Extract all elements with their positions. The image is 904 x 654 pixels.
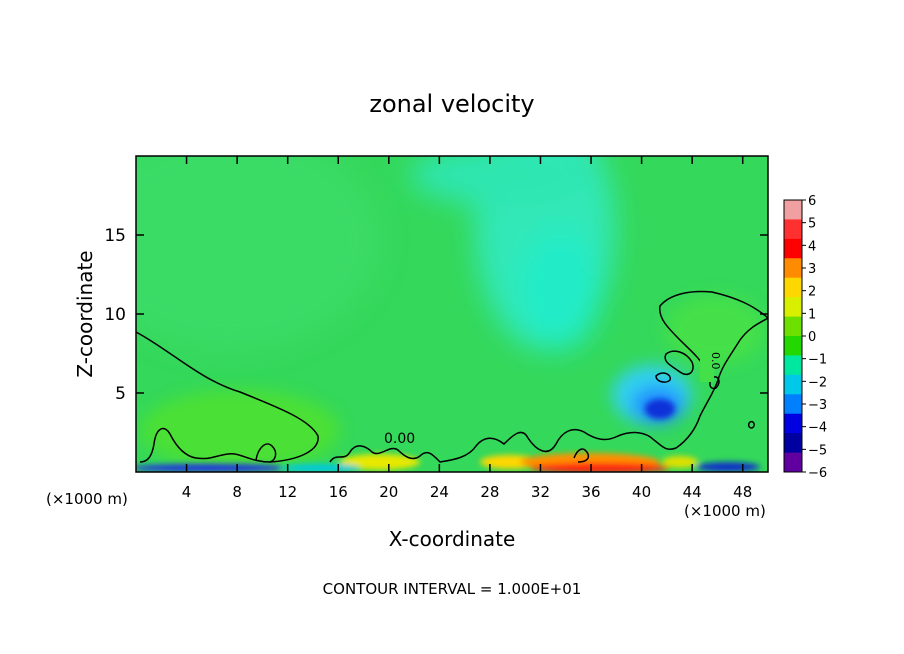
colorbar-label: 3	[808, 262, 816, 277]
colorbar: 6 5 4 3 2 1 0 −1 −2 −3 −4 −5 −6	[783, 194, 827, 481]
colorbar-label: 4	[808, 239, 816, 254]
field-surface-blue-right	[696, 462, 760, 472]
field-surface-blue-left	[136, 464, 290, 472]
colorbar-swatch	[784, 355, 802, 376]
field-surface-left-yellow	[340, 454, 420, 470]
field-surface-mid-yellow	[480, 455, 540, 469]
x-tick-label: 40	[632, 483, 651, 501]
x-axis-ticks: 4 8 12 16 20 24 28 32 36 40 44 48	[182, 156, 752, 501]
field-upper-mid	[410, 156, 590, 205]
x-tick-label: 48	[733, 483, 752, 501]
colorbar-label: 0	[808, 330, 816, 345]
colorbar-swatch	[784, 238, 802, 259]
x-tick-label: 24	[430, 483, 449, 501]
colorbar-swatch	[784, 413, 802, 434]
colorbar-swatch	[784, 219, 802, 240]
field-surface-yellow-right	[662, 456, 698, 468]
colorbar-swatch	[784, 374, 802, 395]
field-negative-core	[520, 230, 600, 350]
contour-label-bg	[382, 430, 424, 446]
colorbar-label: 5	[808, 217, 816, 232]
contour-lines	[136, 290, 768, 463]
colorbar-swatch	[784, 258, 802, 279]
contour-small-loop-3	[709, 376, 720, 390]
y-axis-ticks: 5 10 15	[104, 226, 768, 404]
colorbar-swatch	[784, 277, 802, 298]
contour-surface-bump-2	[573, 448, 590, 463]
heatmap-field	[136, 156, 768, 472]
field-surface-cyan-mid	[280, 464, 360, 472]
field-right-lobe	[665, 295, 765, 365]
colorbar-label: 2	[808, 285, 816, 300]
x-tick-label: 12	[278, 483, 297, 501]
contour-interval-footer: CONTOUR INTERVAL = 1.000E+01	[323, 580, 582, 598]
colorbar-swatch	[784, 297, 802, 318]
x-axis-label: X-coordinate	[389, 527, 516, 551]
field-upper-left	[136, 156, 380, 350]
x-unit-left: (×1000 m)	[46, 490, 128, 508]
contour-label-group: 0.00 0.0	[382, 352, 722, 447]
contour-label-zero: 0.00	[384, 431, 415, 447]
zero-contour-upper-right	[659, 290, 768, 371]
colorbar-swatch	[784, 394, 802, 415]
contour-small-loop-4	[747, 420, 755, 429]
x-unit-right: (×1000 m)	[684, 502, 766, 520]
y-axis-label: Z-coordinate	[73, 250, 97, 377]
field-vortex-core	[645, 399, 675, 419]
zero-contour-surface-mid	[329, 317, 768, 463]
zero-contour-left	[136, 331, 319, 463]
colorbar-label: −1	[808, 353, 827, 368]
contour-label-zero-rotated: 0.0	[709, 352, 722, 370]
colorbar-label: −3	[808, 398, 827, 413]
contour-small-loop-2	[655, 372, 671, 383]
colorbar-label: 6	[808, 194, 816, 209]
colorbar-swatch	[784, 316, 802, 337]
colorbar-swatch	[784, 200, 802, 220]
colorbar-swatch	[784, 336, 802, 356]
x-tick-label: 32	[531, 483, 550, 501]
contour-surface-bump-1	[255, 443, 277, 463]
colorbar-swatches	[784, 200, 802, 473]
x-tick-label: 16	[329, 483, 348, 501]
colorbar-swatch	[784, 452, 802, 473]
x-tick-label: 20	[379, 483, 398, 501]
field-surface-red	[530, 463, 670, 472]
colorbar-label: −5	[808, 443, 827, 458]
x-tick-label: 8	[232, 483, 242, 501]
contour-label-bg-2	[700, 352, 714, 382]
x-tick-label: 44	[683, 483, 702, 501]
y-tick-label: 5	[115, 384, 126, 404]
colorbar-label: −6	[808, 466, 827, 481]
colorbar-label: 1	[808, 307, 816, 322]
x-tick-label: 28	[480, 483, 499, 501]
colorbar-label: −4	[808, 421, 827, 436]
colorbar-label: −2	[808, 375, 827, 390]
x-tick-label: 4	[182, 483, 192, 501]
contour-small-loop-1	[664, 350, 694, 376]
colorbar-swatch	[784, 433, 802, 454]
chart-title: zonal velocity	[369, 90, 534, 118]
field-lower-left	[140, 390, 340, 470]
y-tick-label: 10	[104, 305, 126, 325]
colorbar-labels: 6 5 4 3 2 1 0 −1 −2 −3 −4 −5 −6	[802, 194, 827, 481]
x-tick-label: 36	[581, 483, 600, 501]
y-tick-label: 15	[104, 226, 126, 246]
